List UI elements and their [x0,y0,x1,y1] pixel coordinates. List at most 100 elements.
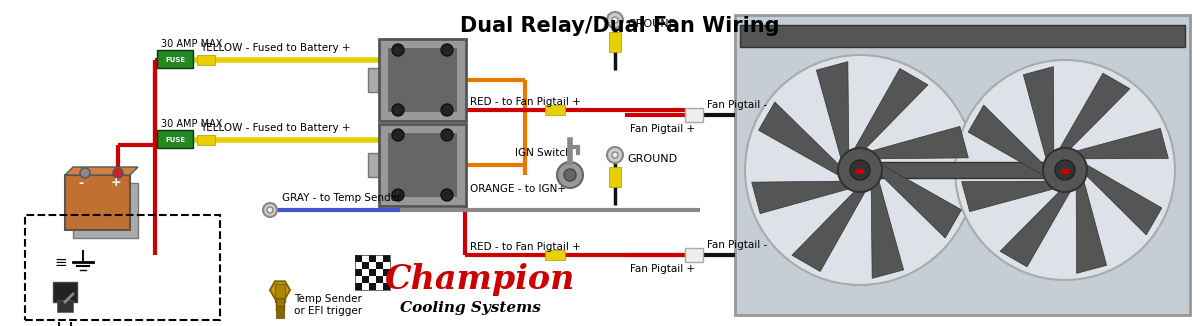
Text: Temp Sender
or EFI trigger: Temp Sender or EFI trigger [294,294,362,316]
Polygon shape [1024,67,1054,159]
Bar [376,276,383,283]
Bar [370,262,376,269]
FancyBboxPatch shape [379,124,466,206]
Bar [685,108,703,122]
Bar [275,284,286,302]
Text: RED - to Fan Pigtail +: RED - to Fan Pigtail + [470,242,581,252]
Polygon shape [871,181,904,278]
Bar [355,255,390,290]
Circle shape [557,162,583,188]
Circle shape [838,148,882,192]
Text: Fan Pigtail +: Fan Pigtail + [630,124,695,134]
Bar [740,25,1186,47]
Polygon shape [881,165,961,238]
Bar [370,255,376,262]
Circle shape [564,169,576,181]
Text: +: + [110,176,121,189]
Circle shape [442,44,454,56]
Polygon shape [65,167,138,175]
Text: -: - [78,176,84,189]
Bar [362,269,370,276]
Bar [58,300,73,312]
Text: YELLOW - Fused to Battery +: YELLOW - Fused to Battery + [200,43,350,53]
Polygon shape [1076,128,1169,159]
Bar [545,105,565,115]
Text: YELLOW - Fused to Battery +: YELLOW - Fused to Battery + [200,123,350,133]
Text: FUSE: FUSE [164,57,185,63]
Bar [157,130,193,148]
Bar [388,133,457,197]
Bar [362,276,370,283]
Bar [25,215,220,320]
Bar [157,50,193,68]
Circle shape [263,203,277,217]
Bar [383,283,390,290]
Circle shape [392,104,404,116]
Text: GROUND: GROUND [628,19,677,29]
Text: Cooling Systems: Cooling Systems [400,301,541,315]
Bar [368,153,380,177]
FancyBboxPatch shape [379,39,466,121]
Bar [276,298,284,310]
Bar [73,183,138,238]
Bar [383,276,390,283]
Bar [65,175,130,230]
Bar [383,255,390,262]
Circle shape [955,60,1175,280]
Circle shape [392,189,404,201]
Bar [362,255,370,262]
Polygon shape [270,281,290,299]
Bar [388,48,457,112]
Bar [370,269,376,276]
Text: GROUND: GROUND [628,154,677,164]
Bar [383,269,390,276]
Polygon shape [1076,181,1106,273]
Circle shape [392,129,404,141]
Text: GRAY - to Temp Sender: GRAY - to Temp Sender [282,193,401,203]
Bar [610,167,622,187]
Circle shape [442,189,454,201]
Circle shape [612,152,618,158]
Text: 30 AMP MAX: 30 AMP MAX [161,39,222,49]
Circle shape [266,207,274,213]
Polygon shape [816,62,848,159]
Bar [355,283,362,290]
Polygon shape [1060,73,1130,149]
Circle shape [113,168,124,178]
Bar [856,169,864,174]
Text: Champion: Champion [385,263,575,297]
Bar [850,162,1075,178]
Bar [197,55,215,65]
Bar [355,262,362,269]
Text: Fan Pigtail +: Fan Pigtail + [630,264,695,274]
Bar [355,255,362,262]
Polygon shape [854,68,928,149]
Bar [355,276,362,283]
Bar [610,32,622,52]
Bar [276,306,284,318]
Circle shape [442,104,454,116]
Bar [545,250,565,260]
Text: Fan Pigtail -: Fan Pigtail - [707,100,767,110]
Circle shape [745,55,974,285]
Polygon shape [1086,165,1162,235]
Bar [685,248,703,262]
Polygon shape [751,181,848,214]
Circle shape [392,44,404,56]
Bar [376,262,383,269]
Bar [383,262,390,269]
Bar [362,283,370,290]
FancyBboxPatch shape [734,15,1190,315]
Circle shape [80,168,90,178]
Circle shape [1055,160,1075,180]
Text: Dual Relay/Dual Fan Wiring: Dual Relay/Dual Fan Wiring [461,16,780,36]
Bar [376,255,383,262]
Circle shape [607,147,623,163]
Bar [368,68,380,92]
Polygon shape [961,181,1054,212]
Text: 30 AMP MAX: 30 AMP MAX [161,119,222,129]
Circle shape [1043,148,1087,192]
Circle shape [612,17,618,23]
Bar [355,269,362,276]
Circle shape [607,12,623,28]
